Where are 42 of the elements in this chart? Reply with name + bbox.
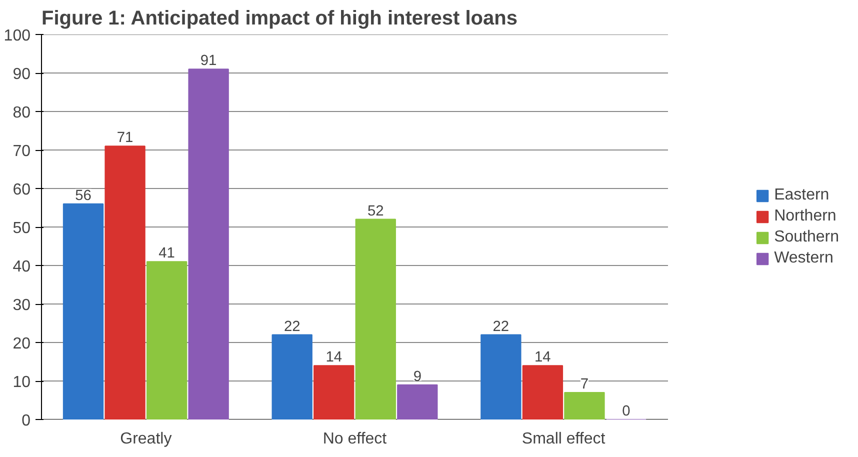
data-label: 22 (492, 318, 510, 335)
data-label: 14 (326, 350, 342, 366)
x-tick-label: Small effect (522, 430, 606, 448)
bar (397, 384, 438, 420)
x-tick-label: No effect (322, 430, 388, 448)
y-tick-label: 30 (12, 297, 31, 314)
y-tick-label: 90 (12, 66, 31, 83)
y-tick-label: 50 (12, 220, 31, 237)
data-label: 41 (158, 246, 175, 262)
bar (480, 334, 522, 420)
bar (314, 365, 354, 420)
chart-title: Figure 1: Anticipated impact of high interest loans (42, 8, 518, 30)
bar (188, 68, 229, 420)
data-label: 56 (75, 188, 92, 204)
data-label: 71 (116, 130, 134, 146)
bar (564, 392, 605, 420)
legend-label: Western (774, 249, 834, 267)
legend-label: Southern (774, 228, 839, 246)
data-label: 9 (413, 368, 422, 385)
bar (522, 365, 564, 420)
y-tick-label: 10 (12, 374, 31, 391)
bar (272, 334, 312, 420)
bar (355, 218, 396, 420)
data-label: 7 (580, 376, 589, 393)
data-label: 22 (284, 318, 300, 335)
y-tick-label: 40 (12, 258, 31, 276)
y-tick-label: 70 (12, 143, 31, 160)
data-label: 52 (367, 203, 384, 220)
x-tick-label: Greatly (120, 430, 172, 448)
data-label: 0 (622, 404, 630, 420)
data-label: 14 (534, 350, 551, 366)
y-tick-label: 80 (12, 104, 31, 122)
bar (146, 261, 188, 420)
y-tick-label: 20 (12, 336, 31, 352)
data-label: 91 (200, 53, 217, 70)
y-tick-label: 100 (4, 28, 31, 44)
y-tick-label: 60 (12, 182, 31, 198)
bar (62, 203, 104, 420)
y-tick-label: 0 (22, 412, 31, 430)
legend-label: Eastern (774, 186, 830, 204)
legend-label: Northern (774, 207, 836, 225)
bar (104, 146, 146, 420)
